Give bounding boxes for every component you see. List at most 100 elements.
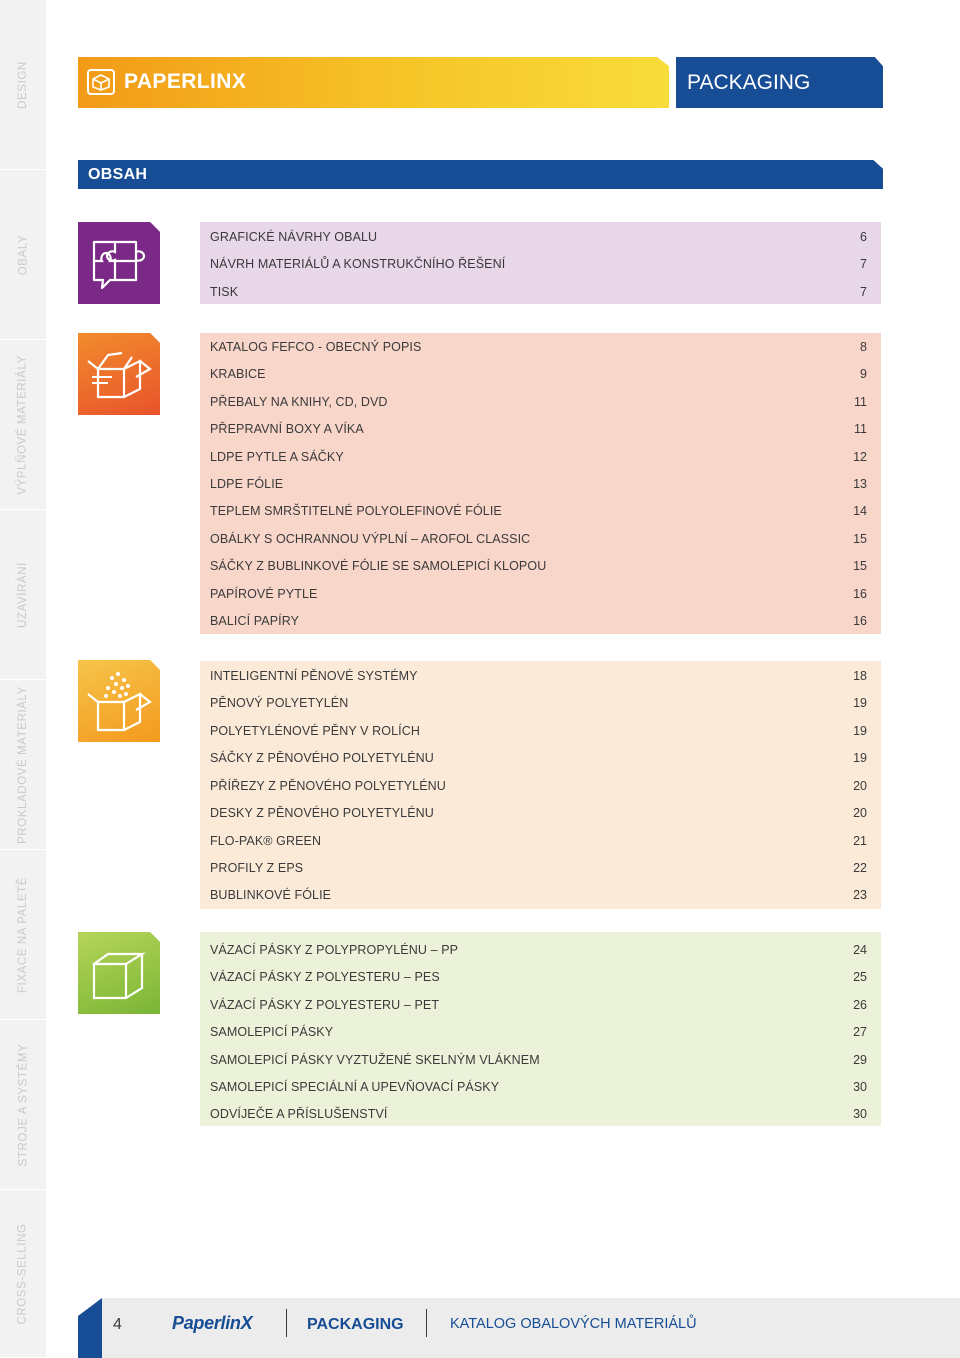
toc-row[interactable]: TISK 7 [200, 278, 881, 305]
toc-row[interactable]: SÁČKY Z PĚNOVÉHO POLYETYLÉNU 19 [200, 744, 881, 771]
side-tab-label: STROJE A SYSTÉMY [17, 1043, 29, 1166]
toc-row[interactable]: BUBLINKOVÉ FÓLIE 23 [200, 881, 881, 908]
toc-label: OBÁLKY S OCHRANNOU VÝPLNÍ – AROFOL CLASS… [210, 532, 531, 546]
toc-page: 15 [853, 532, 867, 546]
toc-label: PŘEPRAVNÍ BOXY A VÍKA [210, 422, 364, 436]
section-title: PACKAGING [687, 71, 811, 94]
toc-row[interactable]: KRABICE 9 [200, 360, 881, 387]
toc-page: 22 [853, 861, 867, 875]
toc-section-vyplnove-materialy: INTELIGENTNÍ PĚNOVÉ SYSTÉMY 18 PĚNOVÝ POL… [200, 661, 881, 909]
toc-page: 20 [853, 779, 867, 793]
side-tab-label: CROSS-SELLING [17, 1222, 30, 1325]
toc-row[interactable]: OBÁLKY S OCHRANNOU VÝPLNÍ – AROFOL CLASS… [200, 525, 881, 552]
toc-page: 7 [860, 257, 867, 271]
toc-page: 20 [853, 806, 867, 820]
side-tab-obaly[interactable]: OBALY [0, 170, 46, 340]
side-navigation: DESIGN OBALY VÝPLŇOVÉ MATERIÁLY UZAVÍRÁN… [0, 0, 46, 1358]
toc-page: 6 [860, 230, 867, 244]
toc-row[interactable]: PŘEPRAVNÍ BOXY A VÍKA 11 [200, 415, 881, 442]
side-tab-design[interactable]: DESIGN [0, 0, 46, 170]
toc-section-uzavirani: VÁZACÍ PÁSKY Z POLYPROPYLÉNU – PP 24 VÁZA… [200, 932, 881, 1126]
footer-corner-accent [78, 1298, 102, 1358]
toc-label: INTELIGENTNÍ PĚNOVÉ SYSTÉMY [210, 669, 418, 683]
toc-page: 21 [853, 834, 867, 848]
toc-label: SÁČKY Z PĚNOVÉHO POLYETYLÉNU [210, 751, 434, 765]
box-icon [87, 69, 115, 95]
toc-row[interactable]: PAPÍROVÉ PYTLE 16 [200, 580, 881, 607]
toc-label: TEPLEM SMRŠTITELNÉ POLYOLEFINOVÉ FÓLIE [210, 504, 502, 518]
side-tab-label: UZAVÍRÁNÍ [17, 561, 30, 628]
toc-row[interactable]: SAMOLEPICÍ PÁSKY VYZTUŽENÉ SKELNÝM VLÁKN… [200, 1046, 881, 1073]
toc-row[interactable]: INTELIGENTNÍ PĚNOVÉ SYSTÉMY 18 [200, 662, 881, 689]
toc-label: LDPE FÓLIE [210, 477, 284, 491]
toc-row[interactable]: GRAFICKÉ NÁVRHY OBALU 6 [200, 223, 881, 250]
side-tab-vyplnove-materialy[interactable]: VÝPLŇOVÉ MATERIÁLY [0, 340, 46, 510]
toc-page: 19 [853, 751, 867, 765]
toc-section-design: GRAFICKÉ NÁVRHY OBALU 6 NÁVRH MATERIÁLŮ A… [200, 222, 881, 304]
toc-page: 15 [853, 559, 867, 573]
toc-page: 29 [853, 1053, 867, 1067]
toc-row[interactable]: PŘEBALY NA KNIHY, CD, DVD 11 [200, 388, 881, 415]
contents-title: OBSAH [88, 166, 148, 183]
puzzle-speech-icon [78, 222, 160, 304]
toc-label: PŘÍŘEZY Z PĚNOVÉHO POLYETYLÉNU [210, 779, 446, 793]
side-tab-label: FIXACE NA PALETĚ [17, 876, 29, 993]
footer-divider [286, 1309, 287, 1337]
toc-label: BALICÍ PAPÍRY [210, 614, 300, 628]
toc-label: KRABICE [210, 367, 266, 381]
toc-page: 25 [853, 970, 867, 984]
toc-page: 13 [853, 477, 867, 491]
toc-label: VÁZACÍ PÁSKY Z POLYESTERU – PET [210, 998, 440, 1012]
toc-row[interactable]: SAMOLEPICÍ PÁSKY 27 [200, 1018, 881, 1045]
toc-row[interactable]: KATALOG FEFCO - OBECNÝ POPIS 8 [200, 333, 881, 360]
toc-row[interactable]: LDPE PYTLE A SÁČKY 12 [200, 443, 881, 470]
toc-label: PROFILY Z EPS [210, 861, 304, 875]
toc-page: 27 [853, 1025, 867, 1039]
toc-row[interactable]: VÁZACÍ PÁSKY Z POLYESTERU – PES 25 [200, 963, 881, 990]
toc-row[interactable]: PŘÍŘEZY Z PĚNOVÉHO POLYETYLÉNU 20 [200, 772, 881, 799]
toc-section-obaly: KATALOG FEFCO - OBECNÝ POPIS 8 KRABICE 9 P… [200, 333, 881, 634]
toc-row[interactable]: SAMOLEPICÍ SPECIÁLNÍ A UPEVŇOVACÍ PÁSKY 3… [200, 1073, 881, 1100]
side-tab-prokladove-materialy[interactable]: PROKLADOVÉ MATERIÁLY [0, 680, 46, 850]
toc-page: 26 [853, 998, 867, 1012]
toc-row[interactable]: TEPLEM SMRŠTITELNÉ POLYOLEFINOVÉ FÓLIE 14 [200, 497, 881, 524]
toc-page: 23 [853, 888, 867, 902]
toc-row[interactable]: FLO-PAK® GREEN 21 [200, 827, 881, 854]
toc-label: SAMOLEPICÍ SPECIÁLNÍ A UPEVŇOVACÍ PÁSKY [210, 1080, 500, 1094]
toc-row[interactable]: SÁČKY Z BUBLINKOVÉ FÓLIE SE SAMOLEPICÍ K… [200, 552, 881, 579]
toc-label: ODVÍJEČE A PŘÍSLUŠENSTVÍ [210, 1107, 388, 1121]
toc-row[interactable]: VÁZACÍ PÁSKY Z POLYPROPYLÉNU – PP 24 [200, 936, 881, 963]
toc-row[interactable]: PROFILY Z EPS 22 [200, 854, 881, 881]
toc-label: PĚNOVÝ POLYETYLÉN [210, 696, 349, 710]
toc-row[interactable]: NÁVRH MATERIÁLŮ A KONSTRUKČNÍHO ŘEŠENÍ 7 [200, 250, 881, 277]
toc-row[interactable]: LDPE FÓLIE 13 [200, 470, 881, 497]
toc-label: GRAFICKÉ NÁVRHY OBALU [210, 230, 378, 244]
side-tab-stroje-a-systemy[interactable]: STROJE A SYSTÉMY [0, 1020, 46, 1190]
toc-row[interactable]: POLYETYLÉNOVÉ PĚNY V ROLÍCH 19 [200, 717, 881, 744]
toc-page: 14 [853, 504, 867, 518]
toc-label: POLYETYLÉNOVÉ PĚNY V ROLÍCH [210, 724, 420, 738]
side-tab-uzavirani[interactable]: UZAVÍRÁNÍ [0, 510, 46, 680]
paperlinx-logo: PaperlinX [172, 1313, 253, 1333]
toc-label: PAPÍROVÉ PYTLE [210, 587, 318, 601]
footer-packaging-label: PACKAGING [307, 1316, 404, 1333]
toc-row[interactable]: DESKY Z PĚNOVÉHO POLYETYLÉNU 20 [200, 799, 881, 826]
toc-label: SAMOLEPICÍ PÁSKY VYZTUŽENÉ SKELNÝM VLÁKN… [210, 1053, 540, 1067]
toc-page: 11 [854, 422, 867, 436]
toc-row[interactable]: VÁZACÍ PÁSKY Z POLYESTERU – PET 26 [200, 991, 881, 1018]
contents-banner: OBSAH [78, 160, 883, 189]
toc-label: DESKY Z PĚNOVÉHO POLYETYLÉNU [210, 806, 434, 820]
side-tab-cross-selling[interactable]: CROSS-SELLING [0, 1190, 46, 1358]
toc-row[interactable]: ODVÍJEČE A PŘÍSLUŠENSTVÍ 30 [200, 1100, 881, 1127]
toc-page: 30 [853, 1107, 867, 1121]
toc-row[interactable]: PĚNOVÝ POLYETYLÉN 19 [200, 689, 881, 716]
toc-row[interactable]: BALICÍ PAPÍRY 16 [200, 607, 881, 634]
side-tab-fixace-na-palete[interactable]: FIXACE NA PALETĚ [0, 850, 46, 1020]
toc-label: LDPE PYTLE A SÁČKY [210, 450, 344, 464]
side-tab-label: OBALY [17, 234, 29, 275]
side-tab-label: PROKLADOVÉ MATERIÁLY [17, 685, 30, 844]
brand-title: PAPERLINX [124, 70, 247, 93]
toc-page: 18 [853, 669, 867, 683]
toc-page: 11 [854, 395, 867, 409]
toc-page: 8 [860, 340, 867, 354]
